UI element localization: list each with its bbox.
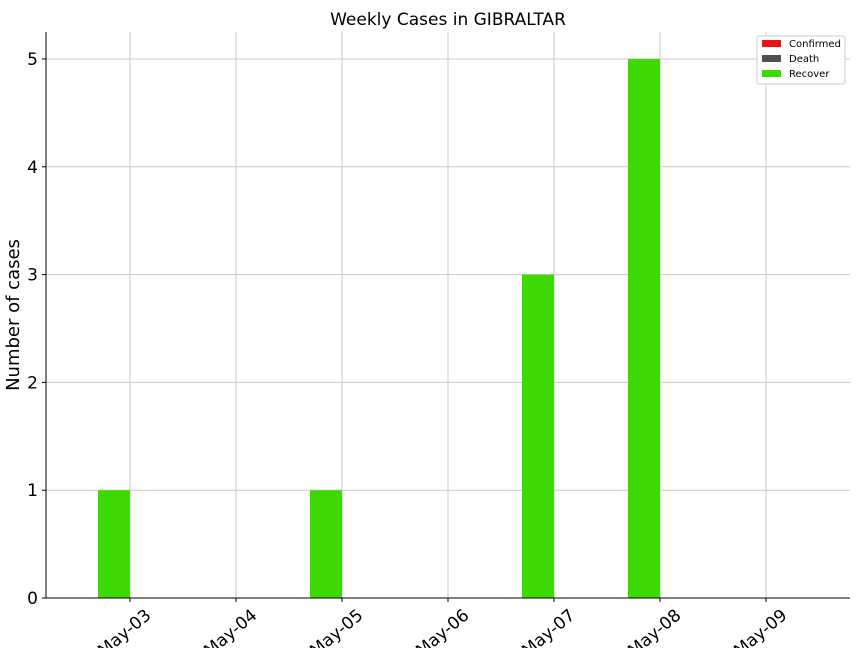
- legend-label-recover: Recover: [789, 69, 830, 80]
- y-tick-label: 3: [27, 266, 38, 286]
- legend: Confirmed Death Recover: [756, 35, 846, 85]
- grid-lines: [46, 32, 850, 599]
- x-tick-label: May-03: [94, 606, 155, 648]
- x-tick-label: May-07: [518, 606, 579, 648]
- x-tick-labels: May-03 May-04 May-05 May-06 May-07 May-08 May-…: [94, 598, 791, 648]
- x-tick-label: May-09: [730, 606, 791, 648]
- y-tick-label: 5: [27, 50, 38, 70]
- chart-title: Weekly Cases in GIBRALTAR: [330, 10, 566, 30]
- x-tick-label: May-04: [200, 606, 261, 648]
- y-tick-labels: 0 1 2 3 4 5: [27, 50, 46, 609]
- x-tick-label: May-08: [624, 606, 685, 648]
- bar-recover-may-07: [522, 274, 554, 598]
- x-tick-label: May-06: [412, 606, 473, 648]
- y-tick-label: 2: [27, 373, 38, 393]
- legend-swatch-recover: [762, 70, 781, 77]
- bars: [98, 58, 660, 598]
- bar-recover-may-05: [310, 490, 342, 598]
- y-tick-label: 0: [27, 589, 38, 609]
- y-tick-label: 4: [27, 158, 38, 178]
- x-tick-label: May-05: [306, 606, 367, 648]
- y-tick-label: 1: [27, 481, 38, 501]
- bar-recover-may-08: [628, 58, 660, 598]
- legend-label-death: Death: [789, 54, 819, 65]
- y-axis-label: Number of cases: [3, 239, 24, 391]
- legend-label-confirmed: Confirmed: [789, 39, 841, 50]
- bar-recover-may-03: [98, 490, 130, 598]
- legend-swatch-confirmed: [762, 40, 781, 47]
- legend-swatch-death: [762, 55, 781, 62]
